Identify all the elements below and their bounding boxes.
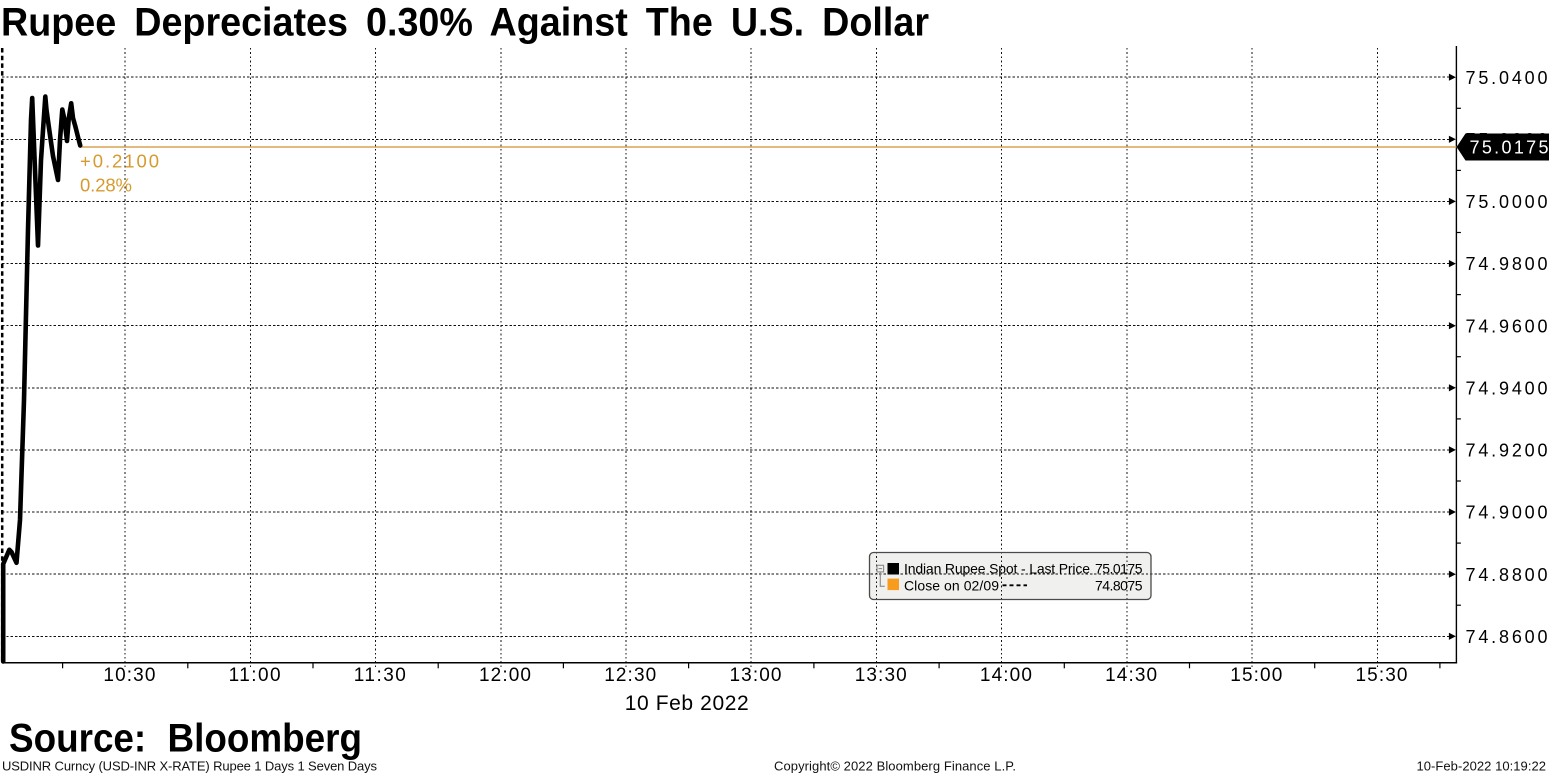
svg-text:14:00: 14:00 [980, 665, 1032, 686]
svg-text:74.9200: 74.9200 [1466, 441, 1548, 461]
svg-text:Copyright© 2022 Bloomberg Fina: Copyright© 2022 Bloomberg Finance L.P. [774, 759, 1016, 774]
svg-text:13:00: 13:00 [730, 665, 782, 686]
svg-text:74.8800: 74.8800 [1466, 565, 1548, 585]
svg-text:74.9000: 74.9000 [1466, 503, 1548, 523]
svg-text:10 Feb 2022: 10 Feb 2022 [625, 692, 749, 715]
svg-text:75.0175: 75.0175 [1095, 561, 1143, 577]
svg-text:+0.2100: +0.2100 [80, 151, 159, 172]
svg-text:Indian Rupee Spot - Last Price: Indian Rupee Spot - Last Price [904, 561, 1090, 577]
svg-text:74.8075: 74.8075 [1095, 578, 1143, 594]
svg-text:10:30: 10:30 [103, 665, 155, 686]
svg-text:11:30: 11:30 [354, 665, 406, 686]
svg-text:10-Feb-2022 10:19:22: 10-Feb-2022 10:19:22 [1417, 759, 1547, 774]
svg-text:0.28%: 0.28% [80, 174, 132, 195]
svg-text:Close on 02/09: Close on 02/09 [904, 578, 999, 594]
svg-text:74.9400: 74.9400 [1466, 378, 1548, 398]
svg-text:74.9600: 74.9600 [1466, 316, 1548, 336]
svg-text:USDINR Curncy (USD-INR X-RATE): USDINR Curncy (USD-INR X-RATE) Rupee 1 D… [2, 759, 378, 774]
svg-text:Source: Bloomberg: Source: Bloomberg [9, 717, 362, 761]
svg-text:13:30: 13:30 [855, 665, 907, 686]
svg-text:74.8600: 74.8600 [1466, 627, 1548, 647]
svg-text:12:30: 12:30 [604, 665, 656, 686]
svg-text:74.9800: 74.9800 [1466, 254, 1548, 274]
svg-text:12:00: 12:00 [479, 665, 531, 686]
svg-text:75.0175: 75.0175 [1470, 137, 1549, 157]
svg-text:14:30: 14:30 [1105, 665, 1157, 686]
svg-text:75.0400: 75.0400 [1466, 68, 1548, 88]
svg-text:15:00: 15:00 [1230, 665, 1282, 686]
svg-text:11:00: 11:00 [229, 665, 281, 686]
svg-text:Rupee Depreciates 0.30% Agains: Rupee Depreciates 0.30% Against The U.S.… [1, 1, 929, 45]
svg-text:15:30: 15:30 [1356, 665, 1408, 686]
svg-text:75.0000: 75.0000 [1466, 192, 1548, 212]
